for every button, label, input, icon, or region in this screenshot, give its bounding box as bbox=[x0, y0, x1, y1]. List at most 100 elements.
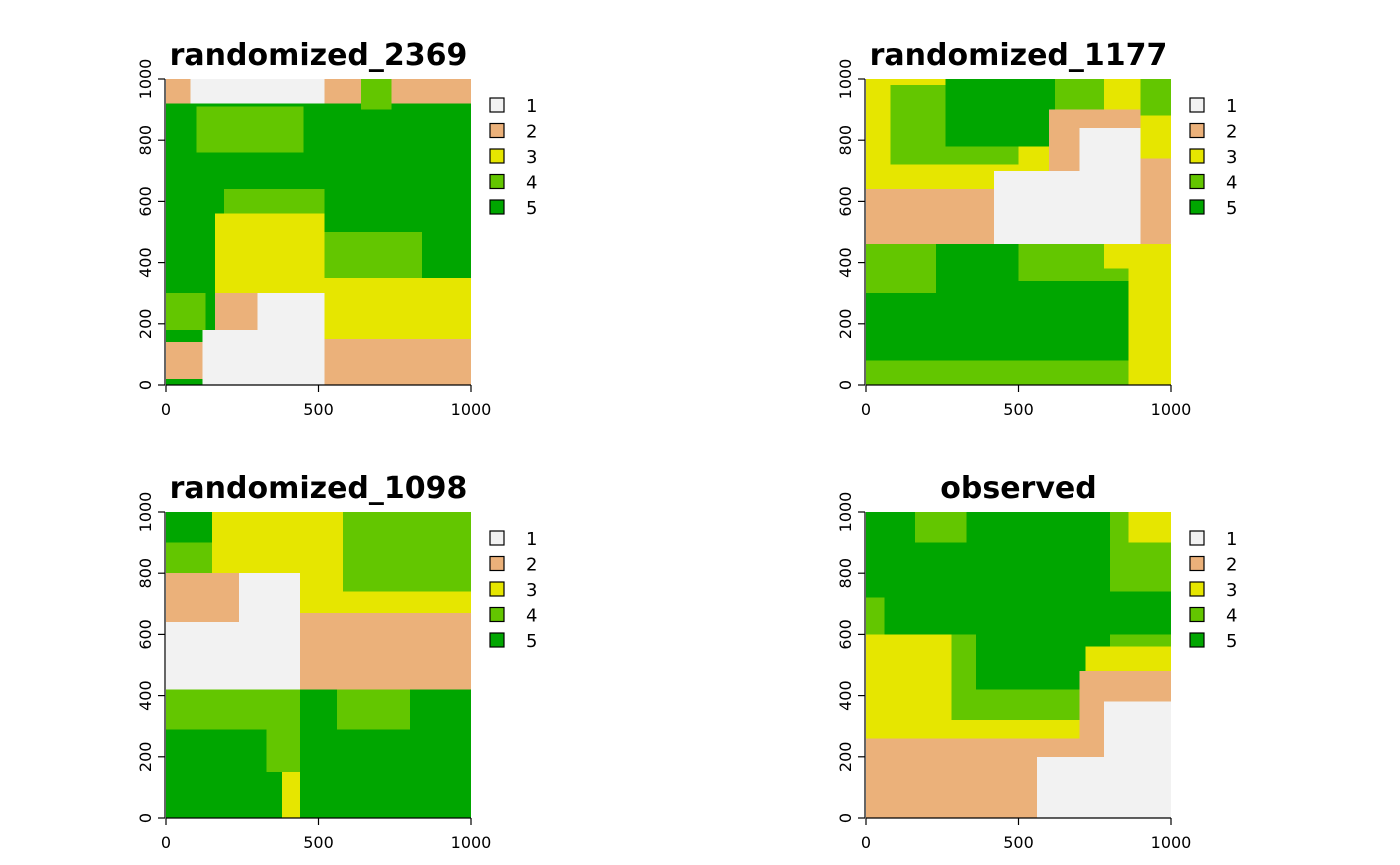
x-tick-label: 0 bbox=[161, 400, 171, 419]
raster-region-class-4 bbox=[166, 293, 206, 330]
legend-swatch-5 bbox=[489, 199, 505, 215]
legend-label: 2 bbox=[1226, 122, 1237, 143]
raster-region-class-1 bbox=[1036, 756, 1171, 818]
raster-region-class-3 bbox=[324, 277, 471, 340]
legend-swatch-4 bbox=[489, 606, 505, 623]
legend: 1 2 3 4 5 bbox=[489, 529, 537, 652]
legend-swatch-3 bbox=[1189, 148, 1205, 164]
raster-region-class-1 bbox=[994, 170, 1141, 245]
legend-label: 2 bbox=[526, 555, 537, 576]
raster-region-class-4 bbox=[866, 360, 1141, 385]
map-panel-1: randomized_2369 0 500 1000 0 200 400 600 800 1000… bbox=[136, 38, 537, 419]
x-axis: 0 500 1000 bbox=[861, 384, 1192, 419]
y-tick-label: 200 bbox=[836, 309, 855, 340]
legend-label: 5 bbox=[526, 631, 537, 652]
raster-region-class-4 bbox=[324, 232, 423, 278]
y-tick-label: 1000 bbox=[836, 492, 855, 533]
raster-cells bbox=[166, 512, 471, 818]
raster-cells bbox=[866, 512, 1171, 818]
legend-swatch-5 bbox=[1189, 199, 1205, 215]
raster-region-class-4 bbox=[361, 79, 392, 110]
x-tick-label: 1000 bbox=[451, 400, 492, 419]
legend-swatch-2 bbox=[489, 555, 505, 572]
legend-label: 1 bbox=[526, 96, 537, 117]
y-tick-label: 1000 bbox=[136, 59, 155, 100]
y-tick-label: 400 bbox=[836, 680, 855, 711]
legend-label: 3 bbox=[526, 147, 537, 168]
raster-region-class-4 bbox=[336, 689, 410, 730]
panel-title: randomized_1177 bbox=[870, 38, 1168, 73]
x-tick-label: 500 bbox=[1003, 400, 1034, 419]
y-tick-label: 1000 bbox=[836, 59, 855, 100]
raster-cells bbox=[866, 79, 1171, 385]
raster-region-class-3 bbox=[281, 772, 301, 818]
y-tick-label: 600 bbox=[836, 619, 855, 650]
x-tick-label: 0 bbox=[861, 833, 871, 852]
y-tick-label: 200 bbox=[136, 309, 155, 340]
legend-label: 1 bbox=[1226, 529, 1237, 550]
x-axis: 0 500 1000 bbox=[161, 384, 492, 419]
y-axis: 0 200 400 600 800 1000 bbox=[836, 492, 866, 823]
legend-label: 2 bbox=[526, 122, 537, 143]
legend-swatch-1 bbox=[1189, 530, 1205, 546]
raster-region-class-2 bbox=[324, 339, 471, 385]
y-tick-label: 400 bbox=[136, 680, 155, 711]
y-tick-label: 0 bbox=[136, 813, 155, 823]
raster-region-class-3 bbox=[866, 634, 952, 757]
raster-region-class-4 bbox=[866, 244, 937, 294]
raster-region-class-4 bbox=[342, 512, 471, 592]
raster-region-class-1 bbox=[202, 329, 325, 385]
x-axis: 0 500 1000 bbox=[161, 817, 491, 852]
y-axis: 0 200 400 600 800 1000 bbox=[836, 59, 866, 390]
raster-region-class-2 bbox=[324, 79, 471, 104]
legend-label: 5 bbox=[1226, 198, 1237, 219]
raster-region-class-4 bbox=[266, 726, 301, 773]
legend-swatch-5 bbox=[1189, 632, 1205, 648]
legend-swatch-3 bbox=[1189, 581, 1205, 597]
raster-region-class-4 bbox=[166, 689, 301, 730]
y-tick-label: 600 bbox=[836, 186, 855, 217]
y-tick-label: 800 bbox=[836, 558, 855, 589]
legend-swatch-4 bbox=[489, 173, 505, 190]
y-tick-label: 400 bbox=[136, 247, 155, 278]
legend-swatch-1 bbox=[489, 97, 505, 113]
legend-swatch-4 bbox=[1189, 606, 1205, 623]
raster-cells bbox=[166, 79, 471, 385]
raster-region-class-1 bbox=[1103, 701, 1171, 757]
y-tick-label: 200 bbox=[136, 742, 155, 773]
legend-label: 4 bbox=[1226, 173, 1237, 194]
raster-region-class-4 bbox=[914, 512, 967, 543]
raster-region-class-2 bbox=[300, 612, 471, 690]
legend-label: 1 bbox=[1226, 96, 1237, 117]
legend-swatch-2 bbox=[1189, 555, 1205, 572]
y-tick-label: 600 bbox=[136, 186, 155, 217]
legend-swatch-3 bbox=[489, 581, 505, 597]
y-axis: 0 200 400 600 800 1000 bbox=[136, 492, 166, 823]
panel-title: observed bbox=[940, 471, 1096, 506]
y-tick-label: 0 bbox=[136, 380, 155, 390]
x-tick-label: 1000 bbox=[1151, 400, 1192, 419]
legend-label: 3 bbox=[1226, 147, 1237, 168]
legend-label: 4 bbox=[526, 173, 537, 194]
raster-region-class-3 bbox=[1128, 512, 1171, 543]
legend: 1 2 3 4 5 bbox=[1189, 96, 1237, 219]
map-panel-4: observed 0 500 1000 0 200 400 600 800 1000 1 2 3 4 5 bbox=[836, 471, 1237, 852]
raster-region-class-3 bbox=[211, 512, 301, 580]
y-tick-label: 800 bbox=[136, 125, 155, 156]
x-tick-label: 500 bbox=[303, 833, 334, 852]
legend-label: 3 bbox=[1226, 580, 1237, 601]
legend: 1 2 3 4 5 bbox=[489, 96, 537, 219]
map-panel-2: randomized_1177 0 500 1000 0 200 400 600 800 1000… bbox=[836, 38, 1237, 419]
raster-region-class-3 bbox=[214, 213, 325, 294]
x-tick-label: 500 bbox=[1003, 833, 1034, 852]
raster-region-class-1 bbox=[257, 293, 325, 330]
panel-title: randomized_1098 bbox=[170, 471, 468, 506]
y-tick-label: 0 bbox=[836, 813, 855, 823]
raster-region-class-2 bbox=[1140, 158, 1171, 245]
raster-region-class-4 bbox=[866, 597, 885, 641]
raster-region-class-5 bbox=[945, 79, 1056, 147]
raster-region-class-4 bbox=[196, 106, 304, 153]
legend-swatch-4 bbox=[1189, 173, 1205, 190]
legend-label: 5 bbox=[1226, 631, 1237, 652]
